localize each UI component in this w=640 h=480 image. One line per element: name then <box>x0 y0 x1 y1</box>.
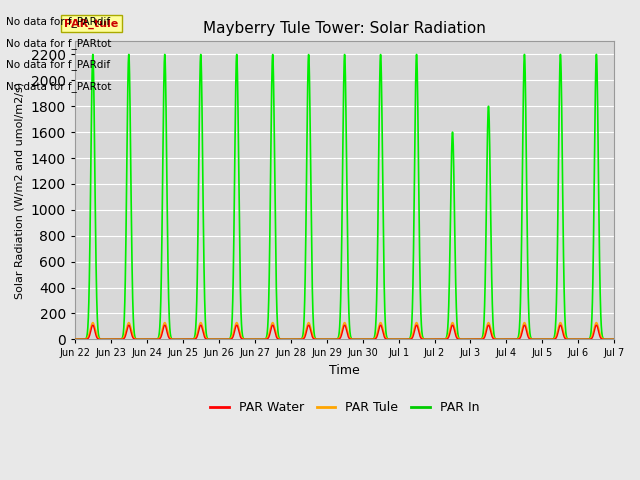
Text: No data for f_PARtot: No data for f_PARtot <box>6 81 112 92</box>
X-axis label: Time: Time <box>329 364 360 377</box>
Text: No data for f_PARdif: No data for f_PARdif <box>6 16 111 27</box>
Legend: PAR Water, PAR Tule, PAR In: PAR Water, PAR Tule, PAR In <box>205 396 484 419</box>
Y-axis label: Solar Radiation (W/m2 and umol/m2/s): Solar Radiation (W/m2 and umol/m2/s) <box>15 82 25 299</box>
Title: Mayberry Tule Tower: Solar Radiation: Mayberry Tule Tower: Solar Radiation <box>203 21 486 36</box>
Text: No data for f_PARdif: No data for f_PARdif <box>6 59 111 70</box>
Text: PAR_tule: PAR_tule <box>64 19 118 29</box>
Text: No data for f_PARtot: No data for f_PARtot <box>6 37 112 48</box>
